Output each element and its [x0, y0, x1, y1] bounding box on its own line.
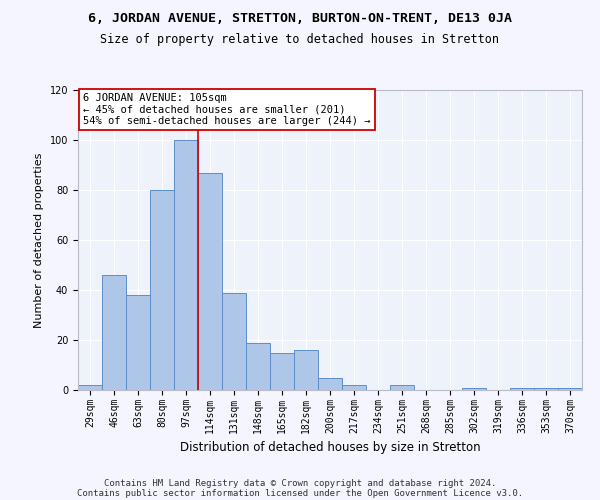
Text: Contains HM Land Registry data © Crown copyright and database right 2024.: Contains HM Land Registry data © Crown c…: [104, 478, 496, 488]
Bar: [342, 385, 366, 390]
Bar: [294, 350, 318, 390]
Bar: [534, 388, 558, 390]
Text: 6, JORDAN AVENUE, STRETTON, BURTON-ON-TRENT, DE13 0JA: 6, JORDAN AVENUE, STRETTON, BURTON-ON-TR…: [88, 12, 512, 26]
Bar: [558, 388, 582, 390]
Bar: [222, 292, 246, 390]
Bar: [150, 190, 174, 390]
Bar: [390, 385, 414, 390]
Text: Size of property relative to detached houses in Stretton: Size of property relative to detached ho…: [101, 32, 499, 46]
Bar: [246, 342, 270, 390]
Bar: [510, 388, 534, 390]
Text: 6 JORDAN AVENUE: 105sqm
← 45% of detached houses are smaller (201)
54% of semi-d: 6 JORDAN AVENUE: 105sqm ← 45% of detache…: [83, 93, 371, 126]
Text: Contains public sector information licensed under the Open Government Licence v3: Contains public sector information licen…: [77, 488, 523, 498]
Bar: [174, 140, 198, 390]
Bar: [462, 388, 486, 390]
Bar: [318, 378, 342, 390]
Y-axis label: Number of detached properties: Number of detached properties: [34, 152, 44, 328]
X-axis label: Distribution of detached houses by size in Stretton: Distribution of detached houses by size …: [179, 441, 481, 454]
Bar: [78, 385, 102, 390]
Bar: [126, 295, 150, 390]
Bar: [270, 352, 294, 390]
Bar: [198, 172, 222, 390]
Bar: [102, 275, 126, 390]
